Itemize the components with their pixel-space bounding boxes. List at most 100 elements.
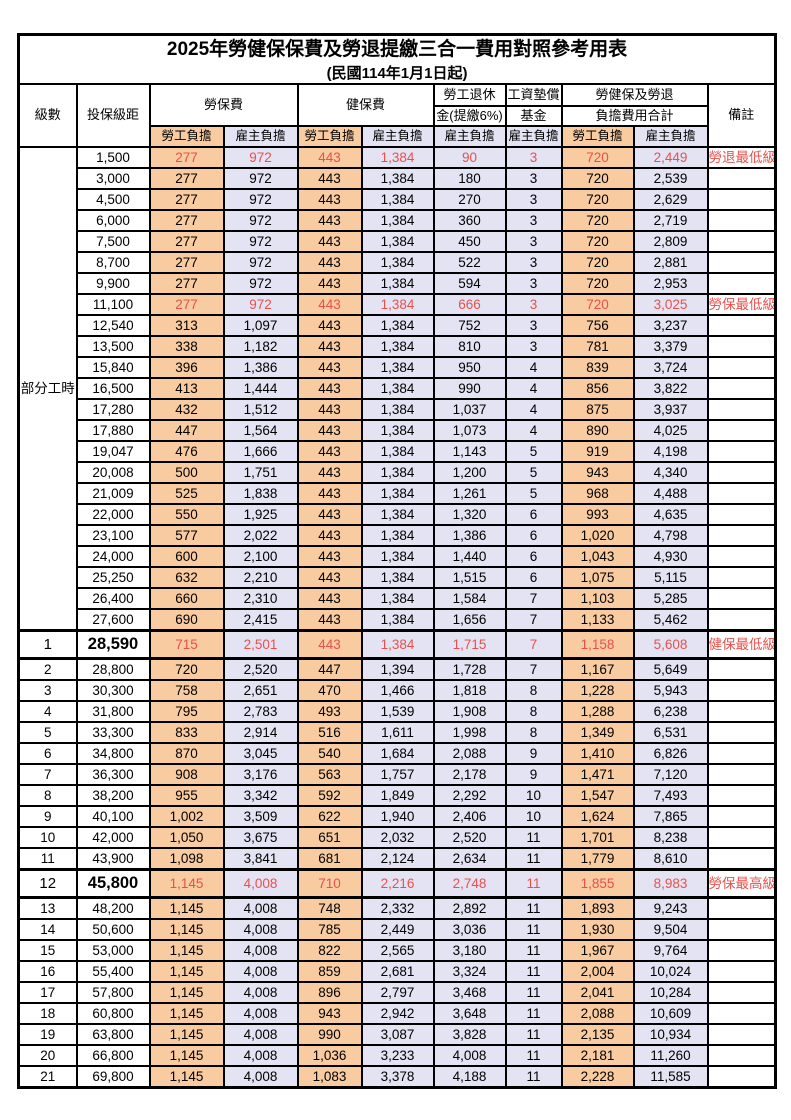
subheader-total-employer: 雇主負擔	[632, 125, 709, 149]
value-cell: 5,649	[632, 657, 709, 682]
bracket-cell: 25,250	[75, 566, 151, 590]
value-cell: 11	[504, 826, 563, 850]
value-cell: 1,083	[296, 1065, 363, 1089]
value-cell: 2,881	[632, 251, 709, 275]
value-cell: 10,024	[632, 960, 709, 984]
bracket-cell: 3,000	[75, 167, 151, 191]
value-cell: 7	[504, 608, 563, 632]
remark-cell	[706, 335, 777, 359]
remark-cell	[706, 608, 777, 632]
level-cell: 16	[17, 960, 78, 984]
value-cell: 4,008	[222, 960, 299, 984]
value-cell: 972	[222, 251, 299, 275]
table-row: 13,500 338 1,182 443 1,384 810 3 781 3,379	[19, 335, 777, 359]
value-cell: 277	[148, 230, 225, 254]
value-cell: 1,200	[432, 461, 507, 485]
col-header-wage-fund-line1: 工資墊償	[504, 83, 563, 108]
value-cell: 1,515	[432, 566, 507, 590]
value-cell: 2,449	[632, 146, 709, 170]
bracket-cell: 45,800	[75, 868, 151, 900]
value-cell: 432	[148, 398, 225, 422]
value-cell: 1,384	[360, 461, 435, 485]
bracket-cell: 48,200	[75, 896, 151, 921]
value-cell: 795	[148, 700, 225, 724]
value-cell: 1,384	[360, 146, 435, 170]
value-cell: 4,008	[222, 1002, 299, 1026]
value-cell: 2,942	[360, 1002, 435, 1026]
value-cell: 2,088	[560, 1002, 635, 1026]
value-cell: 3,378	[360, 1065, 435, 1089]
value-cell: 839	[560, 356, 635, 380]
value-cell: 2,088	[432, 742, 507, 766]
table-body: 部分工時1,5002779724431,3849037202,449勞退最低級距…	[17, 146, 777, 1089]
value-cell: 1,228	[560, 679, 635, 703]
value-cell: 2,228	[560, 1065, 635, 1089]
level-cell: 15	[17, 939, 78, 963]
table-row: 24,000 600 2,100 443 1,384 1,440 6 1,043 4,930	[19, 545, 777, 569]
value-cell: 6,531	[632, 721, 709, 745]
table-title-block: 2025年勞健保保費及勞退提繳三合一費用對照參考用表 (民國114年1月1日起)	[17, 33, 777, 86]
value-cell: 7	[504, 657, 563, 682]
bracket-cell: 42,000	[75, 826, 151, 850]
value-cell: 1,384	[360, 251, 435, 275]
subheader-pension-employer: 雇主負擔	[432, 125, 507, 149]
value-cell: 856	[560, 377, 635, 401]
value-cell: 443	[296, 377, 363, 401]
value-cell: 2,004	[560, 960, 635, 984]
value-cell: 1,384	[360, 230, 435, 254]
value-cell: 443	[296, 503, 363, 527]
value-cell: 1,908	[432, 700, 507, 724]
value-cell: 5,943	[632, 679, 709, 703]
value-cell: 1,002	[148, 805, 225, 829]
remark-cell	[706, 721, 777, 745]
value-cell: 3,025	[632, 293, 709, 317]
value-cell: 3,045	[222, 742, 299, 766]
table-row: 6,000 277 972 443 1,384 360 3 720 2,719	[19, 209, 777, 233]
value-cell: 1,818	[432, 679, 507, 703]
value-cell: 1,410	[560, 742, 635, 766]
bracket-cell: 28,800	[75, 657, 151, 682]
value-cell: 5,115	[632, 566, 709, 590]
table-row: 1 28,590 715 2,501 443 1,384 1,715 7 1,158 5,608 健…	[17, 629, 777, 661]
value-cell: 1,584	[432, 587, 507, 611]
subheader-labor-employer: 雇主負擔	[222, 125, 299, 149]
level-cell: 6	[17, 742, 78, 766]
value-cell: 3	[504, 230, 563, 254]
value-cell: 11	[504, 896, 563, 921]
col-header-remark: 備註	[706, 83, 777, 149]
value-cell: 1,624	[560, 805, 635, 829]
value-cell: 1,133	[560, 608, 635, 632]
table-row: 11 43,900 1,098 3,841 681 2,124 2,634 11 1,779 8,…	[17, 847, 777, 871]
value-cell: 277	[148, 146, 225, 170]
remark-cell	[706, 981, 777, 1005]
level-cell: 13	[17, 896, 78, 921]
value-cell: 1,684	[360, 742, 435, 766]
value-cell: 1,547	[560, 784, 635, 808]
value-cell: 5,285	[632, 587, 709, 611]
value-cell: 972	[222, 188, 299, 212]
value-cell: 3,841	[222, 847, 299, 871]
remark-cell: 健保最低級距	[706, 629, 777, 661]
value-cell: 1,145	[148, 1023, 225, 1047]
remark-cell	[706, 960, 777, 984]
level-cell: 18	[17, 1002, 78, 1026]
remark-cell: 勞退最低級距	[706, 146, 777, 170]
value-cell: 2,022	[222, 524, 299, 548]
value-cell: 896	[296, 981, 363, 1005]
value-cell: 1,384	[360, 419, 435, 443]
value-cell: 2,748	[432, 868, 507, 900]
value-cell: 4,930	[632, 545, 709, 569]
table-row: 26,400 660 2,310 443 1,384 1,584 7 1,103 5,285	[19, 587, 777, 611]
header-row-2: 金(提繳6%) 基金 負擔費用合計	[19, 105, 776, 128]
table-row: 22,000 550 1,925 443 1,384 1,320 6 993 4,635	[19, 503, 777, 527]
value-cell: 1,611	[360, 721, 435, 745]
table-row: 14 50,600 1,145 4,008 785 2,449 3,036 11 1,930 9,…	[17, 918, 777, 942]
value-cell: 2,135	[560, 1023, 635, 1047]
bracket-cell: 6,000	[75, 209, 151, 233]
value-cell: 6,826	[632, 742, 709, 766]
value-cell: 1,075	[560, 566, 635, 590]
value-cell: 3	[504, 293, 563, 317]
value-cell: 1,384	[360, 503, 435, 527]
value-cell: 3,087	[360, 1023, 435, 1047]
remark-cell	[706, 566, 777, 590]
